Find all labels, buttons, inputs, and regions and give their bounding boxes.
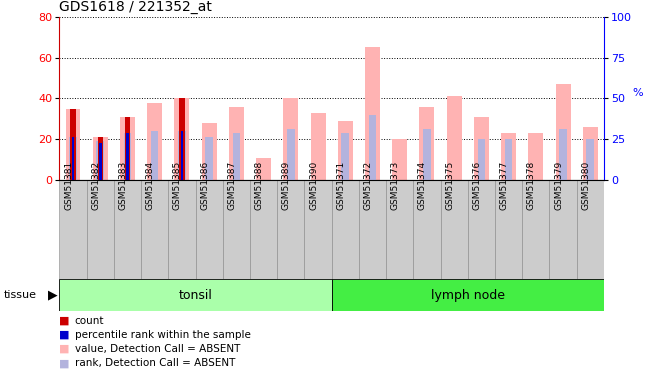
Bar [98, 137, 103, 180]
Bar [369, 115, 376, 180]
Bar [123, 133, 131, 180]
Text: value, Detection Call = ABSENT: value, Detection Call = ABSENT [75, 344, 240, 354]
Bar [559, 129, 567, 180]
Bar [86, 180, 114, 279]
Bar [287, 129, 294, 180]
Text: GSM51383: GSM51383 [118, 160, 127, 210]
Text: GSM51373: GSM51373 [391, 160, 400, 210]
Text: lymph node: lymph node [431, 289, 505, 302]
Bar [232, 133, 240, 180]
Bar [96, 141, 104, 180]
Text: count: count [75, 316, 104, 326]
Text: GSM51379: GSM51379 [554, 160, 563, 210]
Text: GSM51374: GSM51374 [418, 160, 427, 210]
Bar [529, 133, 543, 180]
Bar [114, 180, 141, 279]
Bar [359, 180, 386, 279]
Bar [478, 139, 485, 180]
Bar [331, 180, 359, 279]
Bar [120, 117, 135, 180]
Text: GSM51386: GSM51386 [200, 160, 209, 210]
Text: GSM51375: GSM51375 [445, 160, 454, 210]
Bar [250, 180, 277, 279]
Bar [420, 106, 434, 180]
Bar [69, 137, 77, 180]
Bar [495, 180, 522, 279]
Bar [65, 109, 81, 180]
Bar [522, 180, 549, 279]
Bar [341, 133, 349, 180]
Text: GSM51376: GSM51376 [473, 160, 481, 210]
Bar [501, 133, 516, 180]
Text: GSM51389: GSM51389 [282, 160, 291, 210]
Bar [283, 99, 298, 180]
Bar [556, 84, 570, 180]
Text: percentile rank within the sample: percentile rank within the sample [75, 330, 250, 340]
Text: ■: ■ [59, 316, 70, 326]
Bar [205, 137, 213, 180]
Y-axis label: %: % [632, 88, 643, 99]
Bar [474, 117, 489, 180]
Bar [202, 123, 216, 180]
Bar [141, 180, 168, 279]
Bar [338, 121, 352, 180]
Bar [256, 158, 271, 180]
Bar [441, 180, 468, 279]
Bar [181, 131, 183, 180]
Text: GSM51377: GSM51377 [500, 160, 509, 210]
Bar [93, 137, 108, 180]
Bar [59, 180, 86, 279]
Text: GSM51380: GSM51380 [581, 160, 590, 210]
Bar [549, 180, 577, 279]
Bar [583, 127, 598, 180]
Bar [577, 180, 604, 279]
Text: ■: ■ [59, 358, 70, 368]
Text: GSM51382: GSM51382 [91, 160, 100, 210]
Bar [468, 180, 495, 279]
Text: ▶: ▶ [48, 289, 57, 302]
Text: GSM51385: GSM51385 [173, 160, 182, 210]
Bar [587, 139, 594, 180]
Text: GSM51387: GSM51387 [227, 160, 236, 210]
Bar [168, 180, 195, 279]
Bar [447, 96, 461, 180]
Bar [174, 99, 189, 180]
Text: GSM51390: GSM51390 [309, 160, 318, 210]
Text: tissue: tissue [3, 290, 36, 300]
Bar [223, 180, 250, 279]
Text: GSM51388: GSM51388 [255, 160, 263, 210]
Bar [386, 180, 413, 279]
Text: GSM51371: GSM51371 [336, 160, 345, 210]
Bar [180, 99, 185, 180]
Bar [413, 180, 441, 279]
Text: ■: ■ [59, 330, 70, 340]
Bar [59, 279, 331, 311]
Bar [178, 131, 185, 180]
Bar [304, 180, 332, 279]
Bar [505, 139, 512, 180]
Bar [423, 129, 431, 180]
Bar [331, 279, 604, 311]
Bar [392, 139, 407, 180]
Bar [71, 109, 76, 180]
Bar [151, 131, 158, 180]
Bar [365, 48, 380, 180]
Text: GSM51381: GSM51381 [64, 160, 73, 210]
Bar [99, 143, 102, 180]
Bar [125, 117, 130, 180]
Text: ■: ■ [59, 344, 70, 354]
Bar [147, 102, 162, 180]
Text: GSM51378: GSM51378 [527, 160, 536, 210]
Bar [195, 180, 223, 279]
Text: GSM51372: GSM51372 [364, 160, 372, 210]
Bar [311, 113, 325, 180]
Text: rank, Detection Call = ABSENT: rank, Detection Call = ABSENT [75, 358, 235, 368]
Bar [229, 106, 244, 180]
Text: GSM51384: GSM51384 [146, 160, 154, 210]
Bar [72, 137, 75, 180]
Bar [277, 180, 304, 279]
Text: tonsil: tonsil [179, 289, 213, 302]
Bar [126, 133, 129, 180]
Text: GDS1618 / 221352_at: GDS1618 / 221352_at [59, 0, 213, 15]
